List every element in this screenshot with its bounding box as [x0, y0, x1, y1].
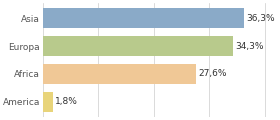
Text: 1,8%: 1,8% [55, 97, 78, 106]
Bar [43, 92, 53, 112]
Text: 27,6%: 27,6% [198, 69, 227, 78]
Bar [43, 8, 244, 28]
Bar [43, 64, 196, 84]
Text: 36,3%: 36,3% [247, 14, 275, 23]
Text: 34,3%: 34,3% [235, 42, 264, 51]
Bar [43, 36, 233, 56]
